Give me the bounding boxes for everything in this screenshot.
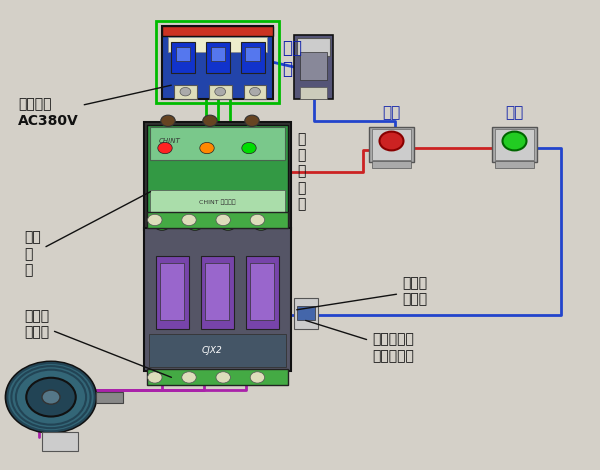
Bar [160, 263, 184, 320]
Circle shape [182, 372, 196, 383]
Bar [162, 26, 273, 99]
Circle shape [200, 142, 214, 154]
Circle shape [250, 87, 260, 96]
Bar [206, 42, 230, 73]
Bar [96, 392, 123, 403]
Bar [300, 52, 327, 80]
Bar [150, 127, 285, 160]
Bar [156, 21, 279, 103]
Bar [495, 129, 534, 160]
Circle shape [187, 218, 203, 230]
Circle shape [380, 132, 404, 150]
Circle shape [220, 218, 236, 230]
Text: 电源电压
AC380V: 电源电压 AC380V [18, 85, 171, 128]
Text: 停止: 停止 [382, 105, 401, 120]
Circle shape [42, 390, 60, 404]
Circle shape [148, 214, 162, 226]
Bar [369, 127, 414, 162]
Bar [211, 47, 225, 61]
Circle shape [161, 115, 175, 126]
Bar [250, 263, 274, 320]
Bar [297, 306, 315, 320]
Circle shape [203, 115, 217, 126]
Text: 接线
圈
端: 接线 圈 端 [24, 192, 151, 277]
Circle shape [242, 142, 256, 154]
Text: 这一对辅助
常开是自锁: 这一对辅助 常开是自锁 [305, 321, 414, 363]
Text: CJX2: CJX2 [201, 345, 222, 355]
Circle shape [216, 372, 230, 383]
Bar [241, 42, 265, 73]
Bar [144, 228, 291, 371]
Circle shape [250, 214, 265, 226]
Bar [174, 85, 197, 99]
Circle shape [245, 115, 259, 126]
Circle shape [215, 87, 226, 96]
Bar [156, 256, 189, 329]
Text: CHINT: CHINT [159, 138, 181, 144]
Circle shape [158, 142, 172, 154]
Text: 断路
器: 断路 器 [282, 39, 302, 78]
Circle shape [154, 218, 170, 230]
Bar [372, 129, 411, 160]
Bar [162, 26, 273, 36]
Bar [244, 85, 266, 99]
Circle shape [6, 362, 96, 432]
Circle shape [250, 372, 265, 383]
Bar [297, 38, 330, 56]
Text: 启动: 启动 [505, 105, 524, 120]
Bar [147, 369, 288, 385]
Bar [168, 37, 267, 52]
Bar [294, 298, 318, 329]
Bar [42, 432, 78, 451]
Bar [294, 35, 333, 99]
Bar [300, 87, 327, 99]
Bar [201, 256, 234, 329]
Text: 接线圈
另一端: 接线圈 另一端 [297, 276, 427, 310]
Circle shape [216, 214, 230, 226]
Bar [176, 47, 190, 61]
Circle shape [148, 372, 162, 383]
Circle shape [180, 87, 191, 96]
Text: CHINT 综合保护: CHINT 综合保护 [199, 199, 236, 205]
Circle shape [503, 132, 527, 150]
Bar [246, 256, 279, 329]
Bar [147, 212, 288, 228]
Circle shape [253, 218, 269, 230]
Bar [171, 42, 195, 73]
Bar [495, 161, 534, 168]
Bar [150, 190, 285, 214]
Circle shape [26, 378, 76, 416]
Bar [147, 125, 288, 219]
Bar [205, 263, 229, 320]
Bar [149, 334, 286, 367]
Bar [372, 161, 411, 168]
Bar [144, 122, 291, 230]
Text: 综
合
保
护
器: 综 合 保 护 器 [297, 132, 305, 211]
Bar [245, 47, 260, 61]
Bar [209, 85, 232, 99]
Circle shape [182, 214, 196, 226]
Text: 这三根
接电机: 这三根 接电机 [24, 309, 172, 377]
Bar [492, 127, 537, 162]
